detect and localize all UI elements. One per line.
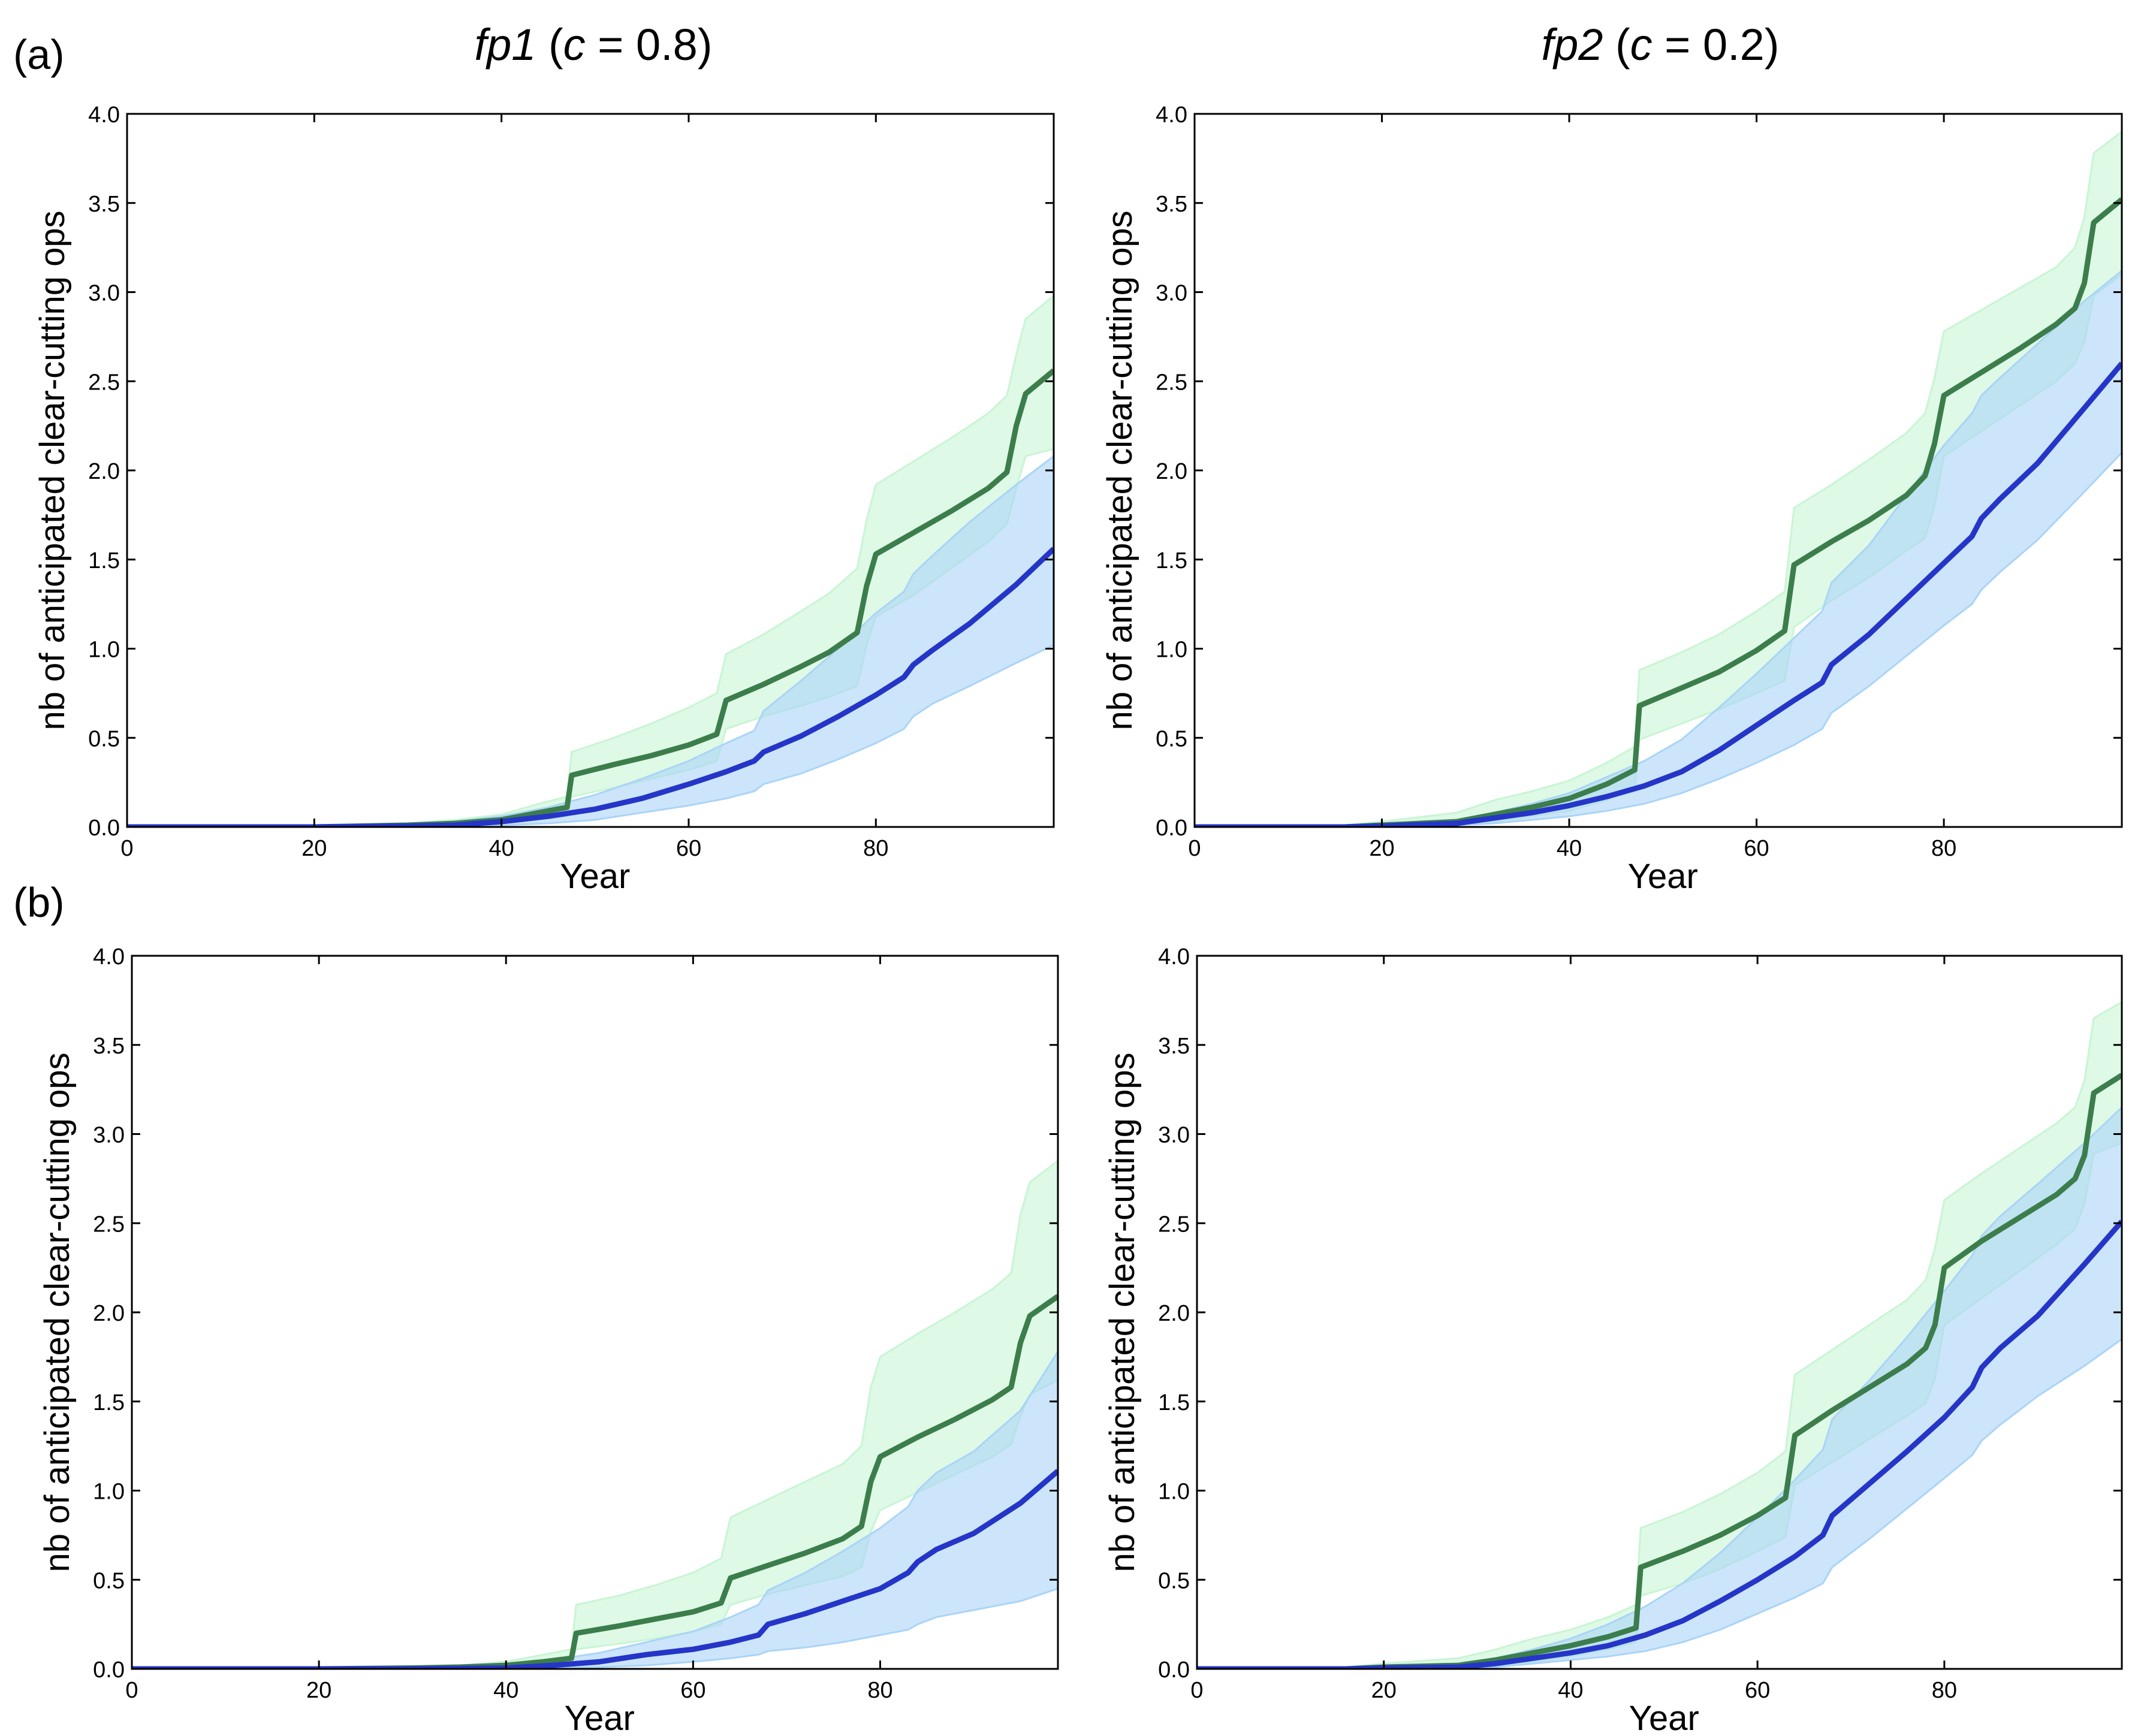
chart-panel-a-fp1: 0.0 0.5 1.0 1.5 2.0 2.5 3.0 3.5 4.0 0 20 40 60 80 Year… <box>33 102 1055 896</box>
x-axis-label: Year <box>565 1699 635 1736</box>
y-tick-label: 1.0 <box>93 1480 125 1505</box>
y-axis-label: nb of anticipated clear-cutting ops <box>38 1052 77 1572</box>
y-tick-label: 3.5 <box>1156 192 1187 217</box>
line-green <box>132 1294 1058 1669</box>
y-tick-label: 1.5 <box>1156 548 1187 573</box>
line-blue <box>1195 361 2122 827</box>
column-title-fp1: fp1 (c = 0.8) <box>475 20 713 70</box>
x-tick-label: 60 <box>1745 1678 1770 1703</box>
line-blue <box>127 547 1054 827</box>
y-tick-label: 0.0 <box>1156 816 1187 841</box>
y-tick-label: 1.0 <box>1158 1480 1190 1505</box>
x-tick-label: 80 <box>1931 836 1956 861</box>
y-tick-label: 0.0 <box>1158 1657 1190 1683</box>
column-title-fp2: fp2 (c = 0.2) <box>1542 20 1780 70</box>
y-tick-label: 2.0 <box>1156 459 1187 484</box>
y-axis-label: nb of anticipated clear-cutting ops <box>33 210 72 730</box>
x-tick-label: 20 <box>306 1678 331 1703</box>
y-axis-label: nb of anticipated clear-cutting ops <box>1103 1052 1142 1572</box>
line-blue <box>132 1469 1058 1669</box>
x-tick-label: 0 <box>1190 1678 1203 1703</box>
y-tick-label: 0.5 <box>88 726 120 751</box>
y-tick-label: 2.5 <box>1158 1212 1190 1237</box>
band-green <box>132 1160 1058 1669</box>
y-tick-label: 3.5 <box>93 1034 125 1059</box>
y-tick-label: 3.0 <box>1158 1123 1190 1148</box>
y-tick-label: 1.0 <box>1156 638 1187 663</box>
line-green <box>1195 197 2122 827</box>
x-tick-label: 80 <box>863 836 888 861</box>
x-tick-label: 60 <box>1744 836 1769 861</box>
x-tick-label: 20 <box>1371 1678 1397 1703</box>
y-tick-label: 2.0 <box>1158 1301 1190 1326</box>
y-tick-label: 2.5 <box>88 370 120 395</box>
x-axis-label: Year <box>1629 1699 1699 1736</box>
row-label-b: (b) <box>13 879 65 926</box>
y-tick-label: 4.0 <box>1158 944 1190 970</box>
y-tick-label: 1.0 <box>88 638 120 663</box>
x-tick-label: 20 <box>301 836 327 861</box>
y-axis-label: nb of anticipated clear-cutting ops <box>1100 210 1139 730</box>
x-axis-label: Year <box>560 857 630 896</box>
x-tick-label: 20 <box>1369 836 1394 861</box>
x-tick-label: 40 <box>493 1678 518 1703</box>
x-tick-label: 80 <box>867 1678 892 1703</box>
y-tick-label: 2.5 <box>1156 370 1187 395</box>
y-tick-label: 0.5 <box>1158 1568 1190 1593</box>
x-tick-label: 0 <box>1188 836 1201 861</box>
y-tick-label: 3.0 <box>1156 281 1187 306</box>
y-tick-label: 2.5 <box>93 1212 125 1237</box>
band-blue <box>1195 269 2122 827</box>
y-tick-label: 2.0 <box>93 1301 125 1326</box>
row-label-a: (a) <box>13 31 65 78</box>
y-tick-label: 3.0 <box>93 1123 125 1148</box>
line-blue <box>1197 1219 2122 1669</box>
y-tick-label: 1.5 <box>88 548 120 573</box>
x-tick-label: 40 <box>1558 1678 1583 1703</box>
y-tick-label: 0.5 <box>93 1568 125 1593</box>
y-tick-label: 1.5 <box>93 1390 125 1415</box>
x-tick-label: 60 <box>680 1678 705 1703</box>
y-tick-label: 4.0 <box>88 102 120 128</box>
x-tick-label: 0 <box>120 836 133 861</box>
y-tick-label: 0.5 <box>1156 726 1187 751</box>
x-tick-label: 80 <box>1932 1678 1957 1703</box>
x-axis-label: Year <box>1628 857 1698 896</box>
y-tick-label: 3.5 <box>1158 1034 1190 1059</box>
x-tick-label: 0 <box>125 1678 138 1703</box>
y-tick-label: 3.5 <box>88 192 120 217</box>
y-tick-label: 3.0 <box>88 281 120 306</box>
line-green <box>1197 1073 2122 1669</box>
y-tick-label: 0.0 <box>88 816 120 841</box>
chart-panel-b-fp2: 0.0 0.5 1.0 1.5 2.0 2.5 3.0 3.5 4.0 0 20 40 60 80 Year… <box>1103 944 2123 1736</box>
y-tick-label: 1.5 <box>1158 1390 1190 1415</box>
x-tick-label: 60 <box>676 836 701 861</box>
band-blue <box>127 455 1054 827</box>
x-tick-label: 40 <box>1557 836 1582 861</box>
y-tick-label: 4.0 <box>93 944 125 970</box>
y-tick-label: 0.0 <box>93 1657 125 1683</box>
chart-panel-a-fp2: 0.0 0.5 1.0 1.5 2.0 2.5 3.0 3.5 4.0 0 20 40 60 80 Year… <box>1100 102 2123 896</box>
y-tick-label: 2.0 <box>88 459 120 484</box>
y-tick-label: 4.0 <box>1156 102 1187 128</box>
x-tick-label: 40 <box>489 836 514 861</box>
chart-panel-b-fp1: 0.0 0.5 1.0 1.5 2.0 2.5 3.0 3.5 4.0 0 20 40 60 80 Year… <box>38 944 1059 1736</box>
band-blue <box>132 1349 1058 1669</box>
